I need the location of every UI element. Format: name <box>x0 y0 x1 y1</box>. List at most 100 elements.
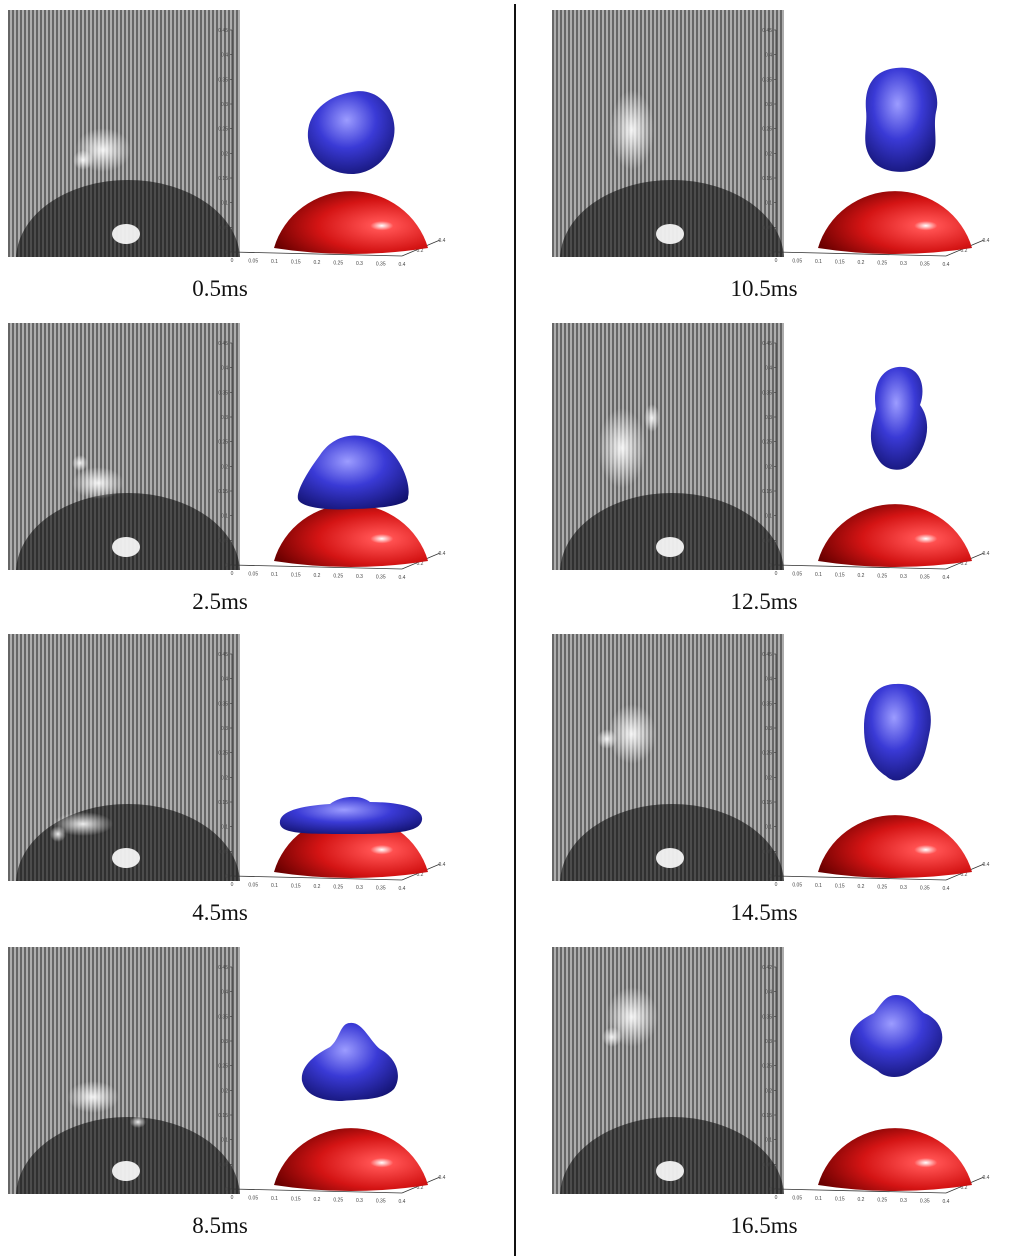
x-tick-label: 0.25 <box>333 261 343 267</box>
x-tick-label: 0.25 <box>333 885 343 891</box>
y-tick-label: 0.2 <box>417 872 424 878</box>
x-tick-label: 0.4 <box>943 575 950 581</box>
x-tick-label: 0.15 <box>835 1197 845 1203</box>
time-step-panel: 0.45 0.4 0.35 0.3 0.25 0.2 0.15 0.1 0.05 0 0 0.05 0.… <box>0 313 470 623</box>
x-tick-label: 0.25 <box>877 885 887 891</box>
z-tick-label: 0.25 <box>218 1064 228 1070</box>
z-tick-label: 0 <box>225 250 228 256</box>
y-tick-label: 0.4 <box>439 862 446 868</box>
y-tick-label: 0.2 <box>417 561 424 567</box>
x-tick-label: 0.25 <box>333 1198 343 1204</box>
z-tick-label: 0.1 <box>221 201 228 207</box>
z-tick-label: 0.05 <box>762 225 772 231</box>
x-tick-label: 0.15 <box>291 884 301 890</box>
bubble-surface <box>301 1022 398 1101</box>
z-tick-label: 0.2 <box>765 464 772 470</box>
z-tick-label: 0.35 <box>218 77 228 83</box>
x-tick-label: 0.35 <box>376 262 386 268</box>
solid-sphere <box>818 191 972 254</box>
y-tick-label: 0.4 <box>983 238 990 244</box>
experiment-photo <box>8 323 240 570</box>
z-tick-label: 0.45 <box>762 341 772 347</box>
z-tick-label: 0.3 <box>765 726 772 732</box>
simulation-render: 0.45 0.4 0.35 0.3 0.25 0.2 0.15 0.1 0.05 0 0 0.05 0.… <box>746 337 1018 595</box>
x-tick-label: 0.2 <box>314 1197 321 1203</box>
bubble-surface <box>864 683 931 781</box>
z-tick-label: 0.45 <box>218 965 228 971</box>
x-tick-label: 0.3 <box>356 885 363 891</box>
x-tick-label: 0 <box>231 882 234 888</box>
time-label: 12.5ms <box>730 589 798 614</box>
x-tick-label: 0.3 <box>900 885 907 891</box>
x-tick-label: 0.05 <box>792 883 802 889</box>
simulation-render-plot: 0.45 0.4 0.35 0.3 0.25 0.2 0.15 0.1 0.05 00 0.05 0.… <box>218 341 446 581</box>
x-axis-line <box>775 251 947 257</box>
z-tick-label: 0.25 <box>218 751 228 757</box>
z-tick-label: 0.35 <box>762 1014 772 1020</box>
z-tick-label: 0.15 <box>218 1113 228 1119</box>
solid-sphere <box>274 191 428 254</box>
z-tick-label: 0.15 <box>762 800 772 806</box>
x-tick-label: 0.4 <box>399 886 406 892</box>
experiment-photo <box>552 323 784 570</box>
x-tick-label: 0.3 <box>900 261 907 267</box>
z-tick-label: 0.45 <box>762 28 772 34</box>
z-tick-label: 0.4 <box>765 53 772 59</box>
experiment-photo-frame <box>8 947 240 1194</box>
x-tick-label: 0.1 <box>815 572 822 578</box>
z-tick-label: 0.1 <box>765 825 772 831</box>
time-label: 14.5ms <box>730 900 798 925</box>
x-tick-label: 0.05 <box>248 572 258 578</box>
simulation-render-plot: 0.45 0.4 0.35 0.3 0.25 0.2 0.15 0.1 0.05 00 0.05 0.… <box>218 965 445 1205</box>
x-tick-label: 0.35 <box>920 575 930 581</box>
y-tick-label: 0.2 <box>417 1185 424 1191</box>
z-tick-label: 0.05 <box>762 538 772 544</box>
z-tick-label: 0.35 <box>762 701 772 707</box>
x-axis-line <box>231 1188 403 1194</box>
z-tick-label: 0.35 <box>762 390 772 396</box>
z-tick-label: 0.05 <box>762 1162 772 1168</box>
x-tick-label: 0.2 <box>858 573 865 579</box>
solid-sphere <box>818 504 972 567</box>
z-tick-label: 0.4 <box>221 366 228 372</box>
z-tick-label: 0.05 <box>218 225 228 231</box>
x-tick-label: 0.2 <box>314 573 321 579</box>
simulation-render: 0.45 0.4 0.35 0.3 0.25 0.2 0.15 0.1 0.05 0 0 0.05 0.… <box>746 24 1018 282</box>
experiment-photo-frame <box>552 947 784 1194</box>
z-tick-label: 0.35 <box>218 1014 228 1020</box>
z-tick-label: 0.2 <box>221 464 228 470</box>
z-tick-label: 0.2 <box>221 151 228 157</box>
simulation-render-plot: 0.42 0.4 0.35 0.3 0.25 0.2 0.15 0.1 0.05 00 0.05 0.… <box>762 965 989 1205</box>
x-tick-label: 0 <box>231 571 234 577</box>
z-tick-label: 0.05 <box>218 538 228 544</box>
simulation-render: 0.45 0.4 0.35 0.3 0.25 0.2 0.15 0.1 0.05 0 0 0.05 0.… <box>202 337 474 595</box>
y-tick-label: 0.4 <box>439 551 446 557</box>
z-tick-label: 0.2 <box>221 1088 228 1094</box>
bubble-surface <box>297 435 409 510</box>
z-tick-label: 0.15 <box>762 489 772 495</box>
x-tick-label: 0.2 <box>858 260 865 266</box>
time-step-panel: 0.45 0.4 0.35 0.3 0.25 0.2 0.15 0.1 0.05 0 0 0.05 0.… <box>544 313 1014 623</box>
simulation-render-plot: 0.45 0.4 0.35 0.3 0.25 0.2 0.15 0.1 0.05 00 0.05 0.… <box>762 28 990 268</box>
solid-sphere <box>818 1128 972 1191</box>
x-tick-label: 0.35 <box>376 1199 386 1205</box>
z-tick-label: 0.2 <box>221 775 228 781</box>
x-tick-label: 0.15 <box>835 260 845 266</box>
experiment-photo <box>8 947 240 1194</box>
z-tick-label: 0.45 <box>218 28 228 34</box>
x-tick-label: 0.4 <box>399 262 406 268</box>
z-tick-label: 0.15 <box>762 176 772 182</box>
solid-sphere <box>274 1128 428 1191</box>
x-tick-label: 0.1 <box>271 1196 278 1202</box>
x-tick-label: 0.2 <box>314 884 321 890</box>
experiment-photo-frame <box>8 634 240 881</box>
bubble-surface <box>870 366 928 470</box>
x-tick-label: 0.35 <box>920 262 930 268</box>
x-tick-label: 0.05 <box>248 259 258 265</box>
x-tick-label: 0.35 <box>376 575 386 581</box>
z-tick-label: 0.45 <box>762 652 772 658</box>
column-divider <box>514 4 516 1256</box>
x-tick-label: 0.1 <box>271 883 278 889</box>
x-tick-label: 0 <box>231 1195 234 1201</box>
x-tick-label: 0.1 <box>271 572 278 578</box>
